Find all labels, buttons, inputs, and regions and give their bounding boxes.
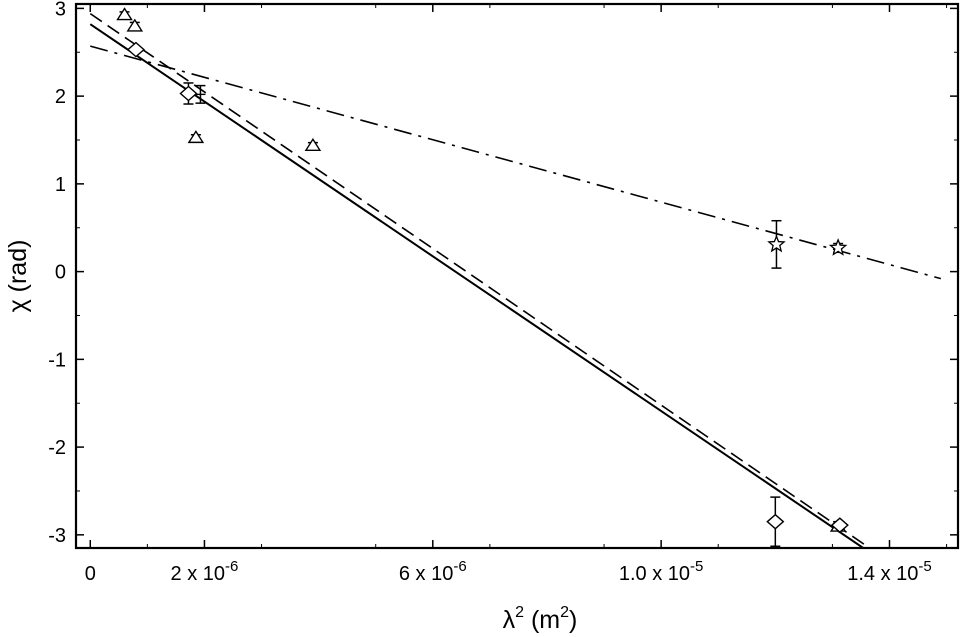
x-tick-label-exponent: -5	[690, 558, 703, 575]
y-tick-label: 1	[55, 174, 66, 196]
fit-lines	[89, 12, 942, 548]
x-tick-label-base: 1.4 x 10	[847, 563, 918, 585]
y-axis-ticks: 3 2 1 0 -1 -2 -3	[48, 0, 958, 547]
star-marker	[828, 238, 848, 256]
x-axis-title-unit-close: )	[569, 606, 577, 634]
y-tick-label: -3	[48, 525, 66, 547]
diamond-marker	[126, 41, 146, 58]
diamond-marker	[830, 517, 849, 534]
diamond-marker	[766, 513, 785, 530]
star-marker	[767, 234, 786, 253]
triangle-marker	[304, 137, 322, 151]
x-tick-label-base: 6 x 10	[399, 563, 453, 585]
fit-line-solid	[89, 23, 864, 548]
x-tick-label-exponent: -6	[453, 558, 466, 575]
x-tick-label: 6 x 10-6	[399, 558, 467, 585]
y-tick-label: 0	[55, 262, 66, 284]
triangle-marker	[126, 18, 144, 32]
x-tick-label: 0	[85, 563, 96, 585]
plot-frame	[74, 2, 960, 550]
y-tick-label: 2	[55, 86, 66, 108]
fit-line-dashdot	[90, 45, 942, 280]
x-tick-label: 2 x 10-6	[171, 558, 239, 585]
x-axis-title-unit-exponent: 2	[560, 604, 569, 621]
data-points	[116, 7, 849, 547]
triangle-marker	[116, 7, 133, 21]
x-axis-title-symbol: λ	[503, 606, 516, 634]
y-tick-label: 3	[55, 0, 66, 20]
fit-line-dashed	[89, 12, 870, 548]
x-tick-label-base: 2 x 10	[171, 563, 225, 585]
x-axis-title: λ2 (m2)	[503, 604, 578, 634]
x-tick-label: 1.0 x 10-5	[619, 558, 704, 585]
x-tick-label-base: 1.0 x 10	[619, 563, 690, 585]
x-tick-label: 1.4 x 10-5	[847, 558, 932, 585]
y-tick-label: -2	[48, 437, 66, 459]
x-tick-label-exponent: -6	[225, 558, 238, 575]
x-axis-title-unit: (m	[524, 606, 560, 634]
diamond-marker	[179, 85, 198, 102]
x-tick-label-exponent: -5	[918, 558, 931, 575]
y-tick-label: -1	[48, 349, 66, 371]
x-axis-title-exponent: 2	[515, 604, 524, 621]
y-axis-title: χ (rad)	[4, 240, 32, 313]
triangle-marker	[187, 130, 205, 144]
